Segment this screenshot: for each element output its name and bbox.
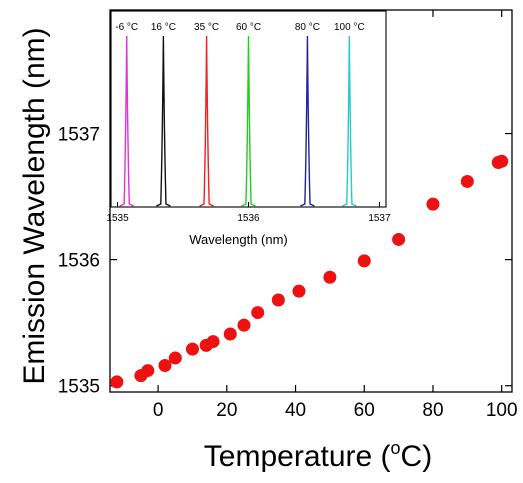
data-point: [495, 154, 509, 168]
data-point: [206, 335, 220, 349]
data-point: [251, 306, 265, 320]
inset-x-axis-title: Wavelength (nm): [189, 232, 288, 247]
data-point: [323, 270, 337, 284]
x-tick-label: 0: [153, 400, 164, 421]
peak-temperature-label: 60 °C: [236, 22, 261, 33]
x-axis-title: Temperature (oC): [204, 438, 432, 473]
y-tick-label: 1537: [58, 125, 100, 146]
peak-temperature-label: 35 °C: [194, 22, 219, 33]
peak-temperature-label: 100 °C: [334, 22, 365, 33]
x-tick-label: 100: [486, 400, 518, 421]
peak-temperature-label: 16 °C: [151, 22, 176, 33]
spectrum-peak: [342, 35, 357, 207]
data-point: [110, 375, 124, 389]
x-tick-label: 40: [285, 400, 306, 421]
data-point: [392, 232, 406, 246]
x-tick-label: 60: [354, 400, 375, 421]
axis-labels: Temperature (oC) Emission Wavelength (nm): [18, 27, 432, 473]
inset-x-tick-label: 1537: [368, 213, 391, 224]
data-point: [223, 327, 237, 341]
data-point: [292, 284, 306, 298]
spectrum-peak: [156, 35, 171, 207]
inset-x-tick-label: 1535: [106, 213, 129, 224]
inset-spectrum-plot: 1535 1536 1537 -6 °C 16 °C 35 °C 60 °C 80 °C 100…: [106, 10, 391, 247]
x-tick-label: 80: [422, 400, 443, 421]
y-tick-label: 1535: [58, 377, 100, 398]
data-point: [237, 318, 251, 332]
data-point: [168, 351, 182, 365]
data-point: [460, 174, 474, 188]
data-point: [357, 254, 371, 268]
data-point: [185, 342, 199, 356]
data-point: [158, 359, 172, 373]
data-point: [141, 364, 155, 378]
spectrum-peak: [119, 35, 135, 207]
peak-temperature-label: 80 °C: [295, 22, 320, 33]
data-point: [426, 197, 440, 211]
x-tick-label: 20: [216, 400, 237, 421]
inset-frame: [110, 10, 387, 208]
peak-temperature-label: -6 °C: [115, 22, 138, 33]
inset-x-tick-label: 1536: [237, 213, 260, 224]
data-point: [271, 293, 285, 307]
spectrum-peak: [241, 35, 256, 207]
spectrum-peak: [300, 35, 315, 207]
y-axis-title: Emission Wavelength (nm): [18, 27, 51, 384]
spectrum-peak: [199, 35, 214, 207]
main-points: [110, 154, 509, 389]
main-plot-frame: [109, 9, 513, 393]
y-tick-label: 1536: [58, 251, 100, 272]
